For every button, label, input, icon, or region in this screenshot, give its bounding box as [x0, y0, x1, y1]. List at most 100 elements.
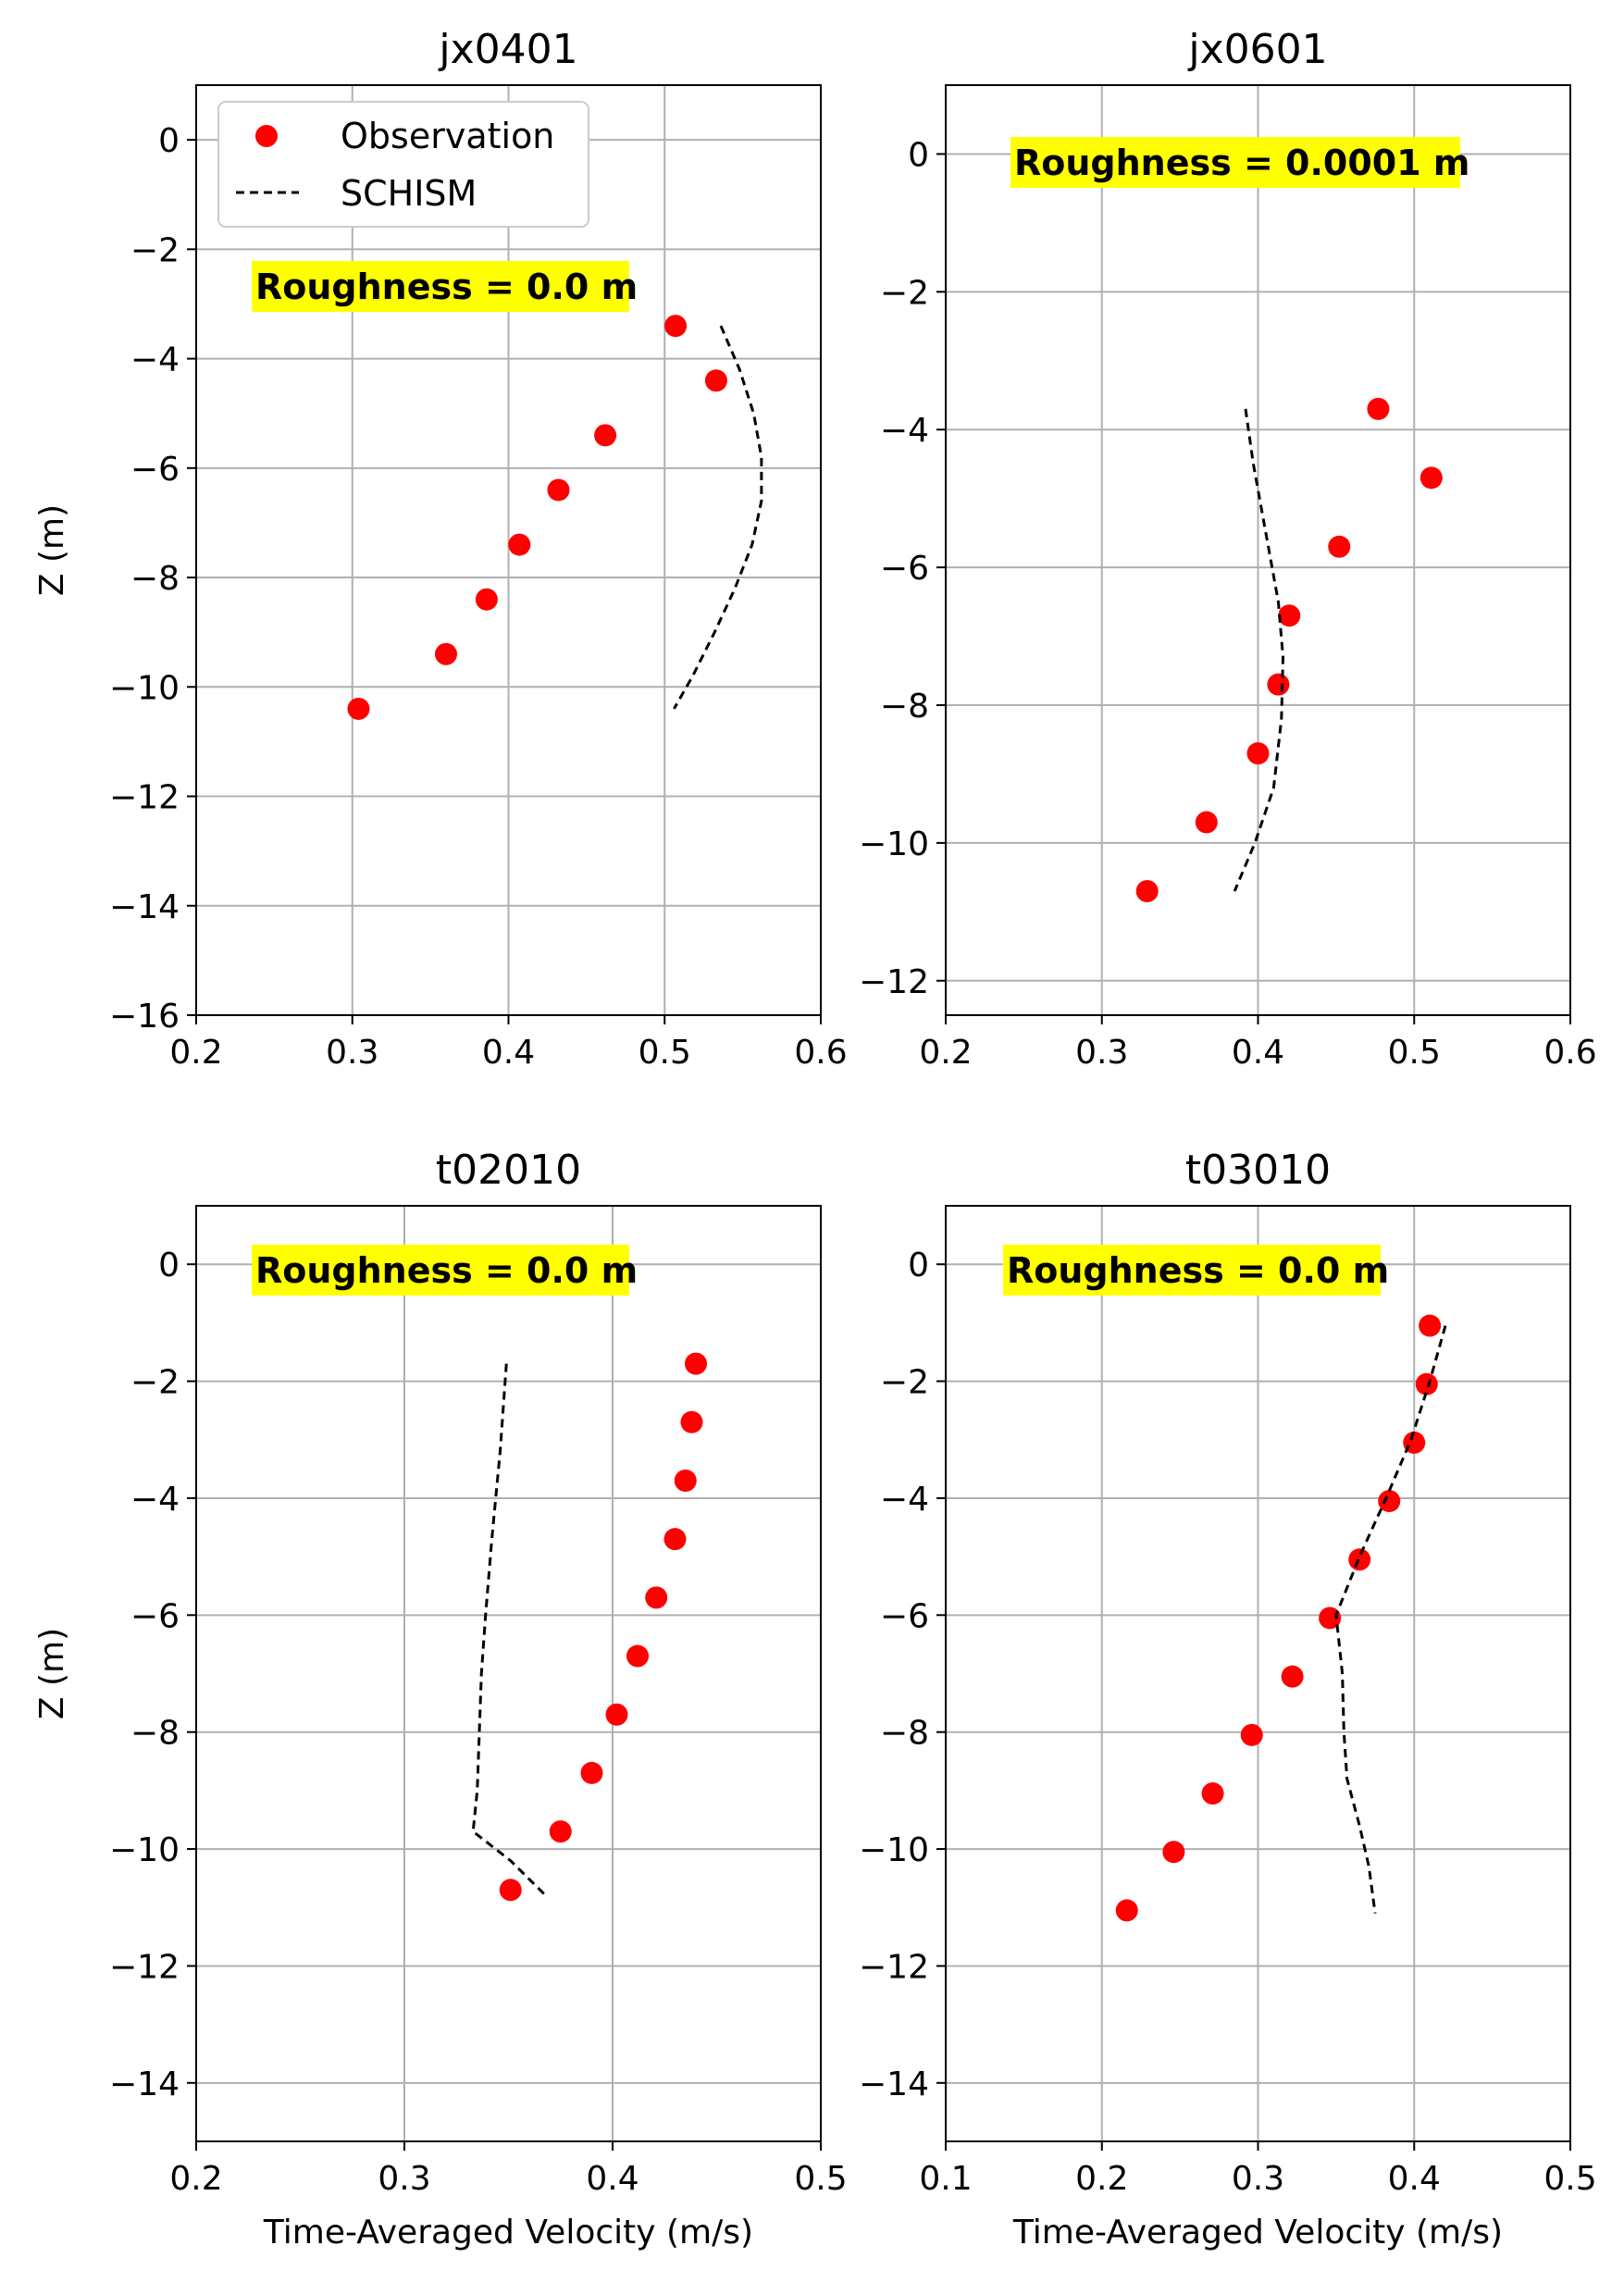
observation-point — [680, 1410, 703, 1433]
y-tick-label: −10 — [109, 669, 180, 707]
observation-point — [580, 1761, 603, 1784]
y-tick-label: −4 — [880, 412, 929, 450]
x-tick-label: 0.2 — [169, 1034, 222, 1072]
x-tick-label: 0.6 — [794, 1034, 847, 1072]
y-tick-label: −14 — [109, 888, 180, 926]
observation-point — [1162, 1841, 1185, 1864]
y-tick-label: −8 — [130, 1715, 180, 1753]
x-tick-label: 0.3 — [1232, 2160, 1284, 2198]
schism-model-line — [673, 325, 763, 710]
schism-model-line — [471, 1363, 548, 1897]
subplot-jx0601: 0.2 0.3 0.4 0.5 0.6 0 −2 −4 −6 −8 −10 −12 jx0601 Roug… — [859, 26, 1597, 1072]
legend-observation-marker — [255, 125, 278, 147]
x-tick-label: 0.2 — [169, 2160, 222, 2198]
y-tick-label: 0 — [908, 136, 929, 174]
observation-point — [1195, 811, 1218, 834]
x-tick-label: 0.4 — [586, 2160, 638, 2198]
x-tick-label: 0.3 — [1075, 1034, 1128, 1072]
axes-frame — [945, 84, 1571, 1016]
y-axis-label: Z (m) — [33, 1628, 71, 1719]
y-tick-label: −6 — [130, 451, 180, 489]
observation-point — [1328, 535, 1351, 558]
y-tick-label: 0 — [158, 122, 180, 160]
observation-point — [626, 1644, 649, 1668]
observation-point — [1378, 1490, 1401, 1513]
y-axis-label: Z (m) — [33, 504, 71, 596]
subplot-title: t03010 — [1185, 1147, 1331, 1194]
y-tick-label: −8 — [130, 560, 180, 598]
observation-point — [674, 1469, 697, 1492]
observation-point — [1240, 1723, 1263, 1746]
x-tick-label: 0.6 — [1543, 1034, 1596, 1072]
x-tick-label: 0.4 — [1388, 2160, 1441, 2198]
y-tick-label: −10 — [109, 1831, 180, 1869]
y-tick-label: −4 — [880, 1481, 929, 1519]
axes-frame — [195, 84, 822, 1016]
observation-point — [1135, 880, 1159, 902]
x-tick-label: 0.3 — [378, 2160, 430, 2198]
observation-point — [704, 369, 727, 392]
y-tick-label: −12 — [859, 1948, 929, 1986]
x-tick-label: 0.4 — [1232, 1034, 1284, 1072]
y-tick-label: −8 — [880, 1715, 929, 1753]
observation-point — [1278, 604, 1301, 627]
x-axis-label: Time-Averaged Velocity (m/s) — [263, 2214, 753, 2252]
observation-point — [499, 1879, 522, 1902]
observation-point — [1419, 466, 1443, 490]
legend-schism-label: SCHISM — [341, 173, 477, 214]
observation-point — [645, 1586, 668, 1609]
observation-point — [1246, 742, 1270, 765]
observation-point — [549, 1820, 572, 1843]
roughness-annotation-bg — [1003, 1245, 1381, 1296]
subplot-jx0401: 0.2 0.3 0.4 0.5 0.6 0 −2 −4 −6 −8 −10 −12 −14 −16 jx04… — [33, 26, 848, 1072]
x-tick-label: 0.2 — [919, 1034, 972, 1072]
observation-point — [1267, 673, 1290, 696]
observation-point — [1115, 1899, 1138, 1922]
y-tick-label: −4 — [130, 341, 180, 379]
x-tick-label: 0.1 — [919, 2160, 972, 2198]
observation-point — [508, 533, 531, 556]
y-tick-label: −16 — [109, 998, 180, 1036]
observation-point — [664, 315, 688, 338]
y-tick-label: −14 — [109, 2066, 180, 2103]
y-tick-label: −4 — [130, 1481, 180, 1519]
axes-frame — [195, 1205, 822, 2142]
roughness-annotation: Roughness = 0.0 m — [255, 1250, 638, 1291]
x-axis-label: Time-Averaged Velocity (m/s) — [1012, 2214, 1503, 2252]
roughness-annotation: Roughness = 0.0 m — [255, 267, 638, 307]
x-tick-label: 0.5 — [1543, 2160, 1596, 2198]
observation-point — [605, 1703, 628, 1726]
roughness-annotation: Roughness = 0.0001 m — [1014, 143, 1470, 183]
y-tick-label: −12 — [109, 779, 180, 817]
y-tick-label: −6 — [130, 1597, 180, 1635]
y-tick-label: −12 — [109, 1948, 180, 1986]
legend-observation-label: Observation — [341, 116, 554, 156]
roughness-annotation: Roughness = 0.0 m — [1007, 1250, 1389, 1291]
observation-point — [1281, 1665, 1304, 1688]
legend-frame — [217, 101, 589, 228]
y-tick-label: 0 — [908, 1247, 929, 1284]
observation-point — [685, 1352, 707, 1375]
y-tick-label: −6 — [880, 550, 929, 588]
x-tick-label: 0.3 — [326, 1034, 378, 1072]
subplot-t03010: 0.1 0.2 0.3 0.4 0.5 0 −2 −4 −6 −8 −10 −12 −14 t03010 T… — [859, 1147, 1597, 2252]
schism-model-line — [1233, 408, 1285, 892]
y-tick-label: −2 — [130, 231, 180, 269]
subplot-title: jx0601 — [1187, 26, 1327, 73]
axes-frame — [945, 1205, 1571, 2142]
roughness-annotation-bg — [1010, 137, 1460, 188]
y-tick-label: −6 — [880, 1597, 929, 1635]
y-tick-label: −2 — [880, 274, 929, 312]
x-tick-label: 0.5 — [638, 1034, 691, 1072]
y-tick-label: −14 — [859, 2066, 929, 2103]
x-tick-label: 0.4 — [482, 1034, 535, 1072]
observation-point — [1419, 1314, 1442, 1337]
observation-point — [594, 424, 617, 447]
y-tick-label: −10 — [859, 825, 929, 863]
observation-point — [1348, 1548, 1371, 1571]
y-tick-label: −2 — [880, 1364, 929, 1402]
x-tick-label: 0.5 — [1388, 1034, 1441, 1072]
roughness-annotation-bg — [252, 261, 629, 312]
